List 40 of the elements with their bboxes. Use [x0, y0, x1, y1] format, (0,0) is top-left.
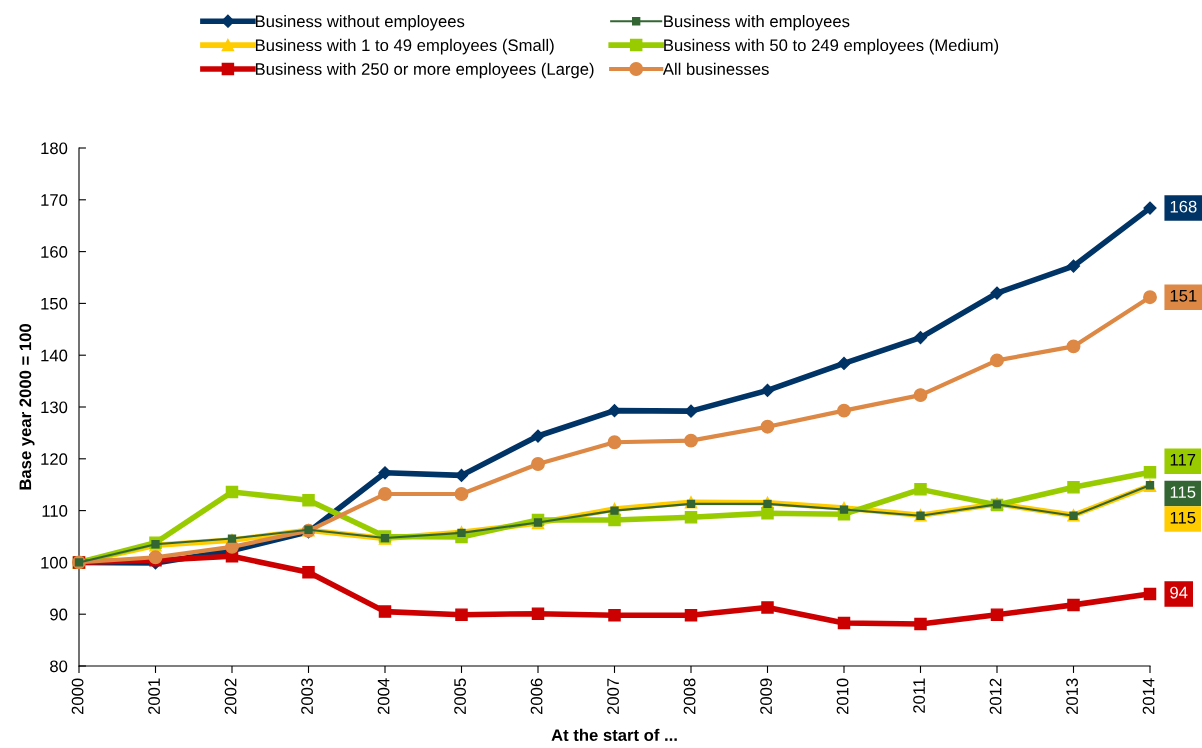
x-tick-label: 2010: [836, 678, 849, 715]
x-tick-label: 2002: [224, 678, 237, 715]
x-tick-label: 2004: [377, 678, 390, 715]
data-label: 115: [1170, 486, 1196, 499]
legend-label: All businesses: [662, 62, 769, 75]
y-tick-label: 150: [41, 297, 68, 310]
data-label: 115: [1170, 511, 1196, 524]
x-tick-label: 2006: [530, 678, 543, 715]
x-tick-label: 2011: [913, 678, 925, 713]
legend-label: Business with 50 to 249 employees (Medium): [664, 38, 999, 55]
y-tick-label: 110: [42, 505, 68, 517]
x-tick-label: 2001: [148, 678, 160, 715]
data-label: 94: [1170, 586, 1188, 599]
legend-label: Business with 250 or more employees (Large): [255, 62, 594, 79]
y-tick-label: 160: [41, 246, 68, 258]
x-tick-label: 2007: [607, 678, 619, 715]
legend-label: Business with 1 to 49 employees (Small): [255, 38, 554, 55]
y-tick-label: 130: [41, 401, 68, 414]
y-tick-label: 180: [41, 142, 68, 155]
x-tick-label: 2005: [454, 678, 466, 715]
x-tick-label: 2009: [760, 678, 772, 715]
x-tick-label: 2000: [71, 678, 84, 715]
y-tick-label: 140: [41, 349, 68, 362]
y-tick-label: 90: [50, 608, 68, 621]
data-label: 117: [1170, 454, 1196, 466]
y-axis-title: Base year 2000 = 100: [19, 324, 35, 490]
x-axis-title: At the start of ...: [551, 728, 677, 742]
legend-label: Business without employees: [255, 15, 465, 31]
y-tick-label: 120: [41, 453, 68, 465]
x-tick-label: 2003: [301, 678, 313, 715]
x-tick-label: 2014: [1142, 678, 1155, 715]
legend-label: Business with employees: [664, 15, 850, 31]
y-tick-label: 100: [41, 556, 68, 569]
data-label: 168: [1170, 200, 1197, 213]
x-tick-label: 2012: [989, 678, 1002, 715]
y-tick-label: 170: [41, 194, 68, 206]
x-tick-label: 2013: [1066, 678, 1078, 715]
x-tick-label: 2008: [683, 678, 696, 715]
y-tick-label: 80: [50, 660, 68, 673]
data-label: 151: [1170, 290, 1197, 302]
